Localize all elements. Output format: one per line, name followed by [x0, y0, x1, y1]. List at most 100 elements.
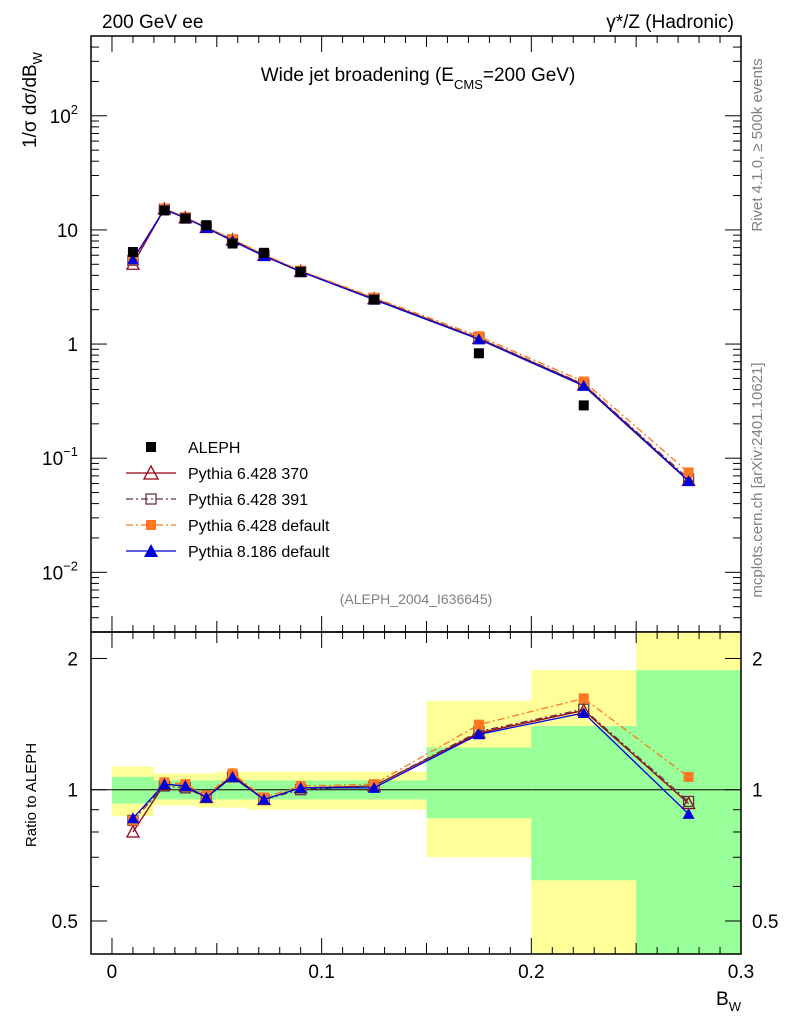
analysis-watermark: (ALEPH_2004_I636645): [340, 591, 493, 607]
ratio-point: [257, 793, 270, 805]
main-panel: Wide jet broadening (ECMS=200 GeV) 1/σ d…: [20, 35, 742, 633]
band-green: [531, 726, 637, 881]
main-frame: [90, 35, 742, 633]
legend-item: Pythia 6.428 default: [126, 518, 330, 535]
main-y-tick-label: 10−2: [42, 558, 78, 584]
ratio-point: [125, 824, 141, 838]
x-tick-label: 0: [107, 962, 118, 983]
legend-label: Pythia 6.428 370: [188, 466, 308, 483]
legend-marker: [146, 520, 156, 530]
ratio-point: [578, 693, 589, 704]
legend-label: Pythia 6.428 391: [188, 492, 308, 509]
main-y-tick-label: 10−1: [42, 444, 78, 470]
legend-marker: [145, 493, 157, 505]
rivet-version-label: Rivet 4.1.0, ≥ 500k events: [749, 58, 766, 231]
main-y-tick-label: 10: [57, 221, 78, 242]
tick-exponent: −1: [63, 444, 78, 459]
data-point: [227, 238, 238, 249]
ratio-frame: [90, 631, 742, 955]
ratio-point: [158, 778, 171, 790]
data-point: [472, 333, 485, 345]
ratio-point: [226, 770, 239, 782]
tick-base: 10: [42, 449, 63, 470]
x-tick-label: 0.3: [728, 962, 754, 983]
legend-marker: [144, 544, 158, 557]
ratio-point: [473, 719, 484, 730]
main-ylabel-text: 1/σ dσ/dB: [20, 64, 41, 148]
ratio-series-group: [125, 693, 696, 838]
data-point: [258, 247, 269, 258]
ratio-point: [682, 807, 695, 819]
header-right: γ*/Z (Hadronic): [606, 12, 734, 33]
legend-item: Pythia 6.428 391: [126, 492, 308, 509]
legend-marker: [142, 464, 160, 480]
ratio-y-tick-labels: 0.5 0.5 1 1 2 2: [52, 649, 779, 933]
data-point: [683, 467, 694, 478]
ratio-axis-ticks: [91, 632, 742, 954]
main-axis-ticks: [91, 35, 742, 633]
series-pythia-6-428-default: [127, 203, 694, 478]
tick-base: 10: [57, 221, 78, 242]
data-point: [577, 379, 590, 391]
ratio-point: [368, 781, 381, 793]
main-y-tick-label: 102: [50, 102, 78, 128]
chart-title-sub: CMS: [454, 77, 483, 92]
main-y-tick-label: 1: [67, 335, 78, 356]
legend-label: Pythia 8.186 default: [188, 544, 330, 561]
ratio-point: [682, 795, 695, 808]
ratio-y-tick-label-right: 0.5: [752, 912, 778, 933]
tick-exponent: −2: [63, 558, 78, 573]
ratio-point: [200, 791, 213, 803]
ratio-y-tick-label-right: 2: [752, 649, 763, 670]
main-series-group: [125, 201, 696, 487]
legend-item: ALEPH: [146, 440, 240, 457]
x-axis-label-text: B: [716, 989, 729, 1010]
band-green: [426, 747, 532, 819]
data-point: [201, 220, 212, 231]
x-tick-label: 0.1: [308, 962, 334, 983]
chart-title: Wide jet broadening (ECMS=200 GeV): [261, 65, 576, 92]
chart-title-main: Wide jet broadening (E: [261, 65, 454, 86]
main-ylabel: 1/σ dσ/dBW: [20, 51, 45, 148]
chart-title-end: =200 GeV): [483, 65, 575, 86]
data-point: [159, 205, 170, 216]
data-point: [369, 294, 380, 305]
legend-label: Pythia 6.428 default: [188, 518, 330, 535]
ratio-point: [126, 812, 139, 824]
main-ylabel-sub: W: [30, 51, 45, 64]
data-point: [127, 247, 138, 258]
ratio-ylabel: Ratio to ALEPH: [23, 743, 40, 847]
tick-base: 10: [42, 563, 63, 584]
data-point: [473, 348, 484, 359]
ratio-point: [577, 706, 590, 718]
data-point: [295, 266, 306, 277]
ratio-line: [132, 708, 690, 821]
series-aleph: [127, 205, 589, 411]
x-tick-labels: 0 0.1 0.2 0.3: [107, 962, 755, 983]
x-axis-label: BW: [716, 989, 742, 1014]
legend-item: Pythia 8.186 default: [126, 544, 330, 561]
ratio-point: [683, 771, 694, 782]
ratio-y-tick-label-left: 0.5: [52, 912, 78, 933]
legend-label: ALEPH: [188, 440, 240, 457]
ratio-point: [179, 779, 192, 791]
ratio-panel: 0.5 0.5 1 1 2 2 Ratio to ALEPH: [23, 631, 779, 955]
ratio-y-tick-label-left: 2: [67, 649, 78, 670]
tick-base: 1: [67, 335, 78, 356]
data-point: [682, 475, 695, 487]
x-axis-label-sub: W: [729, 999, 742, 1014]
data-point: [180, 213, 191, 224]
data-point: [578, 400, 589, 411]
ratio-y-tick-label-left: 1: [67, 781, 78, 802]
ratio-point: [472, 728, 485, 740]
mcplots-credit-label: mcplots.cern.ch [arXiv:2401.10621]: [749, 362, 766, 597]
legend: ALEPH Pythia 6.428 370 Pythia 6.428 391 Pyt…: [126, 440, 330, 561]
ratio-point: [294, 781, 307, 793]
x-tick-label: 0.2: [518, 962, 544, 983]
tick-exponent: 2: [71, 102, 78, 117]
tick-base: 10: [50, 107, 71, 128]
ratio-y-tick-label-right: 1: [752, 781, 763, 802]
header-left: 200 GeV ee: [102, 12, 203, 33]
